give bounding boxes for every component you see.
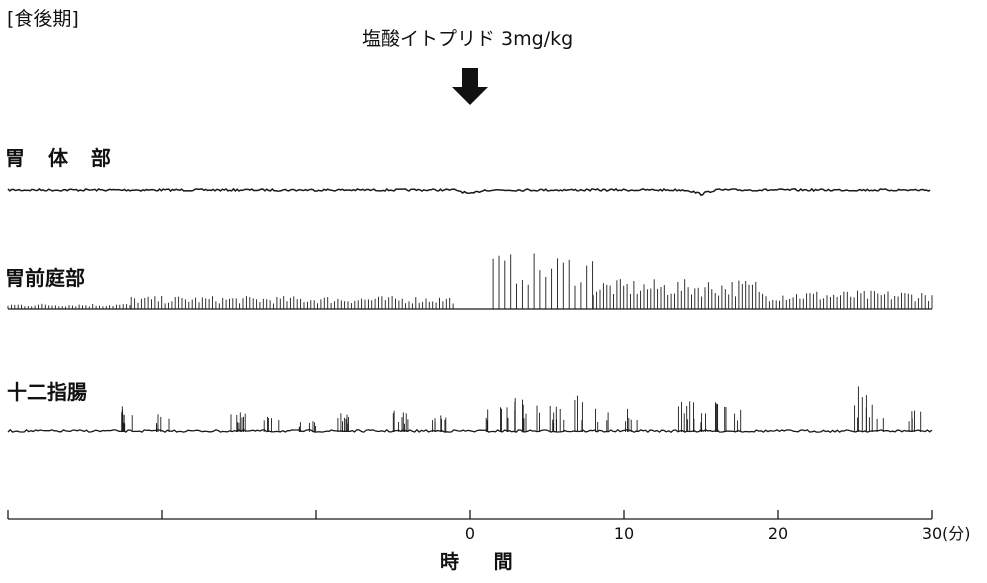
x-axis-label: 時 間 — [440, 551, 527, 573]
trace-duodenum — [7, 386, 933, 433]
x-tick-label: 30 — [922, 524, 942, 543]
chart-title: [食後期] — [7, 8, 79, 30]
drug-label: 塩酸イトプリド 3mg/kg — [362, 28, 574, 50]
trace-antrum — [7, 253, 933, 310]
series-label-antrum: 胃前庭部 — [5, 266, 85, 290]
down-arrow-icon — [452, 68, 488, 105]
x-tick-label: 20 — [768, 524, 788, 543]
x-tick-label: 10 — [614, 524, 634, 543]
x-axis-unit: (分) — [942, 524, 971, 543]
x-tick-label: 0 — [465, 524, 475, 543]
series-label-stomach-body: 胃 体 部 — [5, 146, 119, 170]
trace-stomach-body — [7, 187, 931, 197]
time-axis: 0 10 20 30 (分) — [7, 510, 971, 543]
series-label-duodenum: 十二指腸 — [7, 380, 87, 404]
trace-duodenum-baseline — [7, 428, 933, 433]
